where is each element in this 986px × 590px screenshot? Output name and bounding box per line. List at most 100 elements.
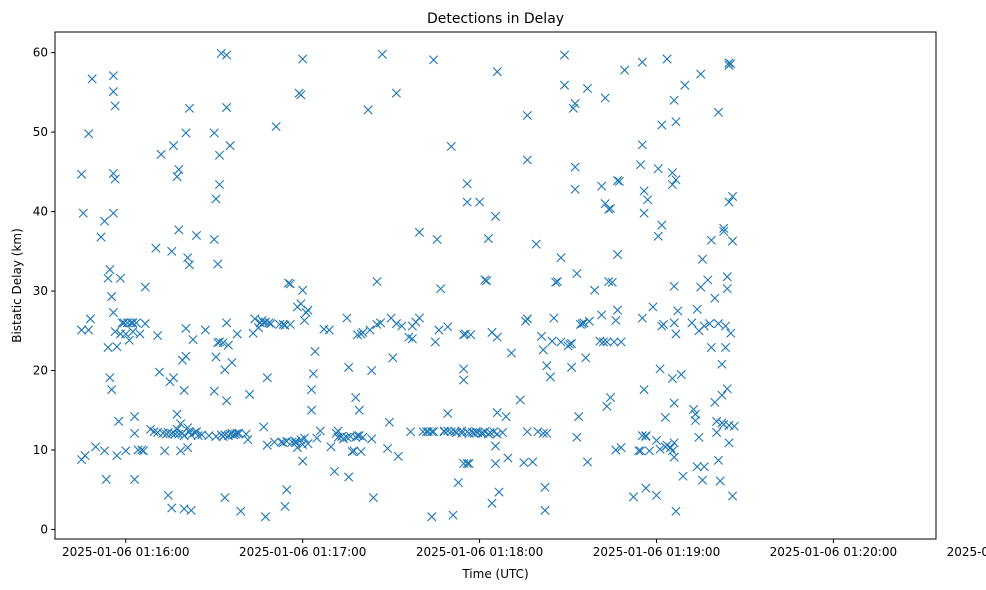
data-point xyxy=(501,412,511,422)
data-point xyxy=(225,141,235,151)
data-point xyxy=(76,325,87,335)
data-point xyxy=(184,103,195,113)
data-point xyxy=(641,431,651,442)
data-point xyxy=(271,121,281,132)
data-point xyxy=(163,427,173,438)
data-point xyxy=(140,282,150,292)
data-point xyxy=(464,458,474,469)
data-point xyxy=(628,492,639,502)
data-point xyxy=(459,375,469,385)
data-point xyxy=(536,331,547,341)
data-point xyxy=(457,428,467,438)
data-point xyxy=(119,318,129,328)
data-point xyxy=(160,446,170,456)
data-point xyxy=(448,510,458,520)
data-point xyxy=(549,313,559,323)
data-point xyxy=(367,434,377,444)
data-point xyxy=(292,443,302,453)
data-point xyxy=(462,179,472,189)
data-point xyxy=(232,329,242,339)
data-point xyxy=(717,359,727,369)
data-point xyxy=(584,316,594,326)
data-point xyxy=(492,67,502,77)
data-point xyxy=(533,427,543,437)
data-point xyxy=(490,458,501,469)
data-point xyxy=(342,313,352,323)
data-point xyxy=(110,327,120,337)
data-point xyxy=(678,471,688,481)
data-point xyxy=(581,353,591,363)
data-point xyxy=(551,277,561,287)
data-point xyxy=(167,246,177,256)
data-point xyxy=(298,285,308,295)
y-tick-label: 10 xyxy=(33,443,48,457)
data-point xyxy=(699,321,709,331)
data-point xyxy=(696,282,706,292)
data-point xyxy=(655,364,665,374)
data-point xyxy=(655,444,665,454)
data-point xyxy=(462,458,472,469)
data-point xyxy=(648,302,658,312)
data-point xyxy=(84,129,94,139)
data-point xyxy=(427,427,437,437)
data-point xyxy=(600,93,610,103)
data-point xyxy=(414,227,425,237)
data-point xyxy=(466,330,476,340)
data-point xyxy=(639,385,649,395)
data-point xyxy=(128,327,138,337)
data-point xyxy=(566,338,577,349)
data-point xyxy=(727,191,738,202)
data-point xyxy=(384,417,394,427)
data-point xyxy=(577,319,587,329)
data-point xyxy=(717,390,727,400)
data-point xyxy=(453,477,463,488)
data-point xyxy=(130,474,140,484)
data-point xyxy=(280,501,290,512)
data-point xyxy=(494,487,504,497)
data-point xyxy=(522,155,532,165)
data-point xyxy=(365,325,375,335)
data-point xyxy=(604,204,614,214)
data-point xyxy=(107,292,117,302)
data-point xyxy=(559,80,570,90)
data-point xyxy=(358,432,368,442)
data-point xyxy=(522,427,532,437)
data-point xyxy=(669,452,679,462)
data-point xyxy=(222,102,232,113)
x-tick-label: 2025-01-06 01:19:00 xyxy=(593,545,720,559)
data-point xyxy=(211,194,221,204)
data-point xyxy=(216,48,226,59)
data-point xyxy=(124,335,134,345)
data-point xyxy=(397,321,407,331)
data-point xyxy=(382,443,393,453)
data-point xyxy=(637,57,647,67)
data-point xyxy=(597,310,607,320)
data-point xyxy=(673,306,683,316)
data-point xyxy=(430,337,440,347)
data-point xyxy=(719,226,729,237)
data-point xyxy=(181,128,191,138)
x-tick-label: 2025-01-06 01:18:00 xyxy=(416,545,543,559)
data-point xyxy=(531,239,541,249)
data-point xyxy=(222,50,232,60)
x-tick-label: 2025-01-06 01:21:00 xyxy=(947,545,986,559)
data-point xyxy=(724,58,734,68)
data-point xyxy=(172,409,182,419)
data-point xyxy=(482,276,492,286)
data-point xyxy=(91,442,101,452)
data-point xyxy=(168,141,179,151)
data-point xyxy=(174,225,184,235)
data-point xyxy=(480,275,490,285)
data-point xyxy=(545,372,555,382)
data-point xyxy=(291,438,301,448)
data-point xyxy=(556,253,566,263)
data-point xyxy=(236,506,246,516)
data-point xyxy=(222,318,232,328)
data-point xyxy=(515,395,525,405)
data-point xyxy=(363,105,373,115)
data-point xyxy=(168,373,179,383)
data-point xyxy=(719,223,729,233)
data-point xyxy=(559,50,570,60)
data-point xyxy=(669,318,679,328)
data-point xyxy=(414,313,425,323)
